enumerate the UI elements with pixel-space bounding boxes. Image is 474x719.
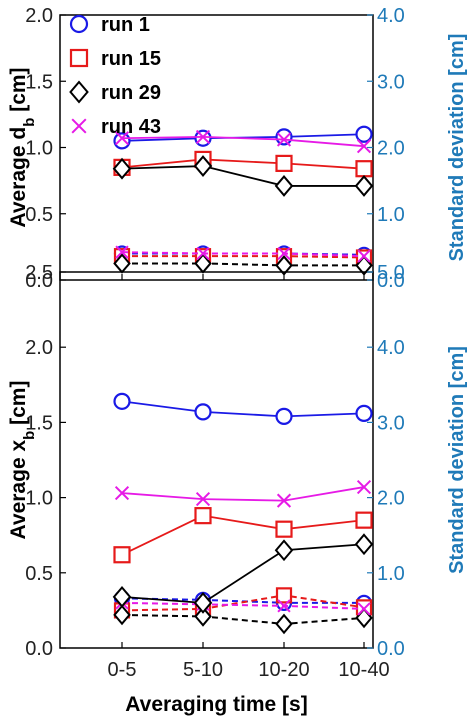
run29-point: [274, 539, 294, 562]
right-tick-label: 1.0: [377, 563, 405, 585]
run1-point: [113, 132, 131, 150]
right-tick-label: 3.0: [377, 412, 405, 434]
bottom-panel: 0.00.51.01.52.02.50.01.02.03.04.05.00-5 5…: [7, 262, 468, 716]
right-tick-label: 0.0: [377, 638, 405, 660]
right-tick-label: 2.0: [377, 488, 405, 510]
run29-std-point: [113, 604, 131, 626]
left-tick-label: 0.0: [25, 270, 53, 292]
left-tick-label: 1.0: [25, 488, 53, 510]
run1-point: [275, 407, 293, 425]
run29-point: [193, 591, 213, 614]
run29-std-point: [275, 255, 293, 276]
run29-point: [354, 533, 374, 556]
run29-point: [354, 175, 374, 197]
right-tick-label: 4.0: [377, 5, 405, 27]
run43-legend-marker: [71, 118, 87, 134]
run43-std-point: [115, 245, 129, 259]
run29-std-line: [122, 262, 364, 267]
run43-point: [356, 479, 372, 495]
top-panel: 0.0 0.5 1.0 1.5 2.0 0.0 1.0 2.0 3.0 4.0 Average db…: [7, 5, 468, 292]
y2-axis-label: Standard deviation [cm]: [446, 346, 468, 574]
left-tick-label: 0.5: [25, 204, 53, 226]
run1-point: [355, 404, 373, 422]
run15-point: [355, 160, 373, 178]
run29-std-point: [194, 606, 212, 627]
run1-legend-label: run 1: [101, 14, 150, 36]
run43-point: [114, 486, 130, 501]
run29-legend-marker: [69, 80, 89, 104]
x-tick-label: 10-20: [258, 659, 309, 681]
run43-point: [114, 131, 130, 146]
run15-line: [121, 514, 365, 556]
run29-legend-label: run 29: [101, 82, 161, 104]
run15-std-line: [122, 255, 365, 259]
run15-legend-label: run 15: [101, 48, 161, 70]
run1-point: [194, 403, 212, 421]
left-tick-label: 2.0: [25, 337, 53, 359]
y-axis-label: Average xb [cm]: [7, 381, 38, 540]
run29-line: [121, 165, 364, 187]
run15-point: [275, 154, 293, 172]
right-tick-label: 2.0: [377, 138, 405, 160]
left-tick-label: 2.5: [25, 262, 53, 284]
run1-point: [275, 128, 293, 146]
run15-point: [194, 507, 212, 525]
run43-legend-label: run 43: [101, 116, 161, 138]
run15-point: [355, 511, 373, 529]
run15-point: [275, 520, 293, 538]
run1-legend-marker: [69, 14, 89, 34]
y2-axis-label: Standard deviation [cm]: [446, 34, 468, 262]
right-tick-label: 0.0: [377, 270, 405, 292]
run43-point: [276, 493, 292, 508]
x-tick-label: 10-40: [338, 659, 389, 681]
run15-point: [113, 546, 131, 564]
right-tick-label: 3.0: [377, 71, 405, 93]
run43-line: [121, 135, 365, 148]
run29-std-point: [275, 613, 293, 635]
run43-std-point: [357, 602, 371, 616]
run29-point: [274, 175, 294, 197]
run1-line: [121, 400, 365, 418]
run29-point: [112, 585, 132, 608]
run43-std-point: [196, 246, 210, 261]
run43-point: [356, 139, 372, 154]
right-tick-label: 1.0: [377, 204, 405, 226]
run15-line: [121, 158, 365, 170]
run43-std-point: [277, 599, 291, 613]
left-tick-label: 1.5: [25, 71, 53, 93]
run29-point: [193, 155, 213, 177]
run43-point: [195, 129, 211, 144]
run43-point: [276, 132, 292, 147]
left-tick-label: 0.5: [25, 563, 53, 585]
run29-line: [121, 543, 365, 604]
run1-point: [355, 125, 373, 143]
run15-std-line: [121, 594, 365, 612]
run43-line: [121, 486, 365, 502]
bottom-panel-frame: [59, 271, 374, 649]
x-tick-label: 5-10: [183, 659, 223, 681]
y-axis-label: Average db [cm]: [7, 67, 38, 227]
run29-std-line: [121, 613, 365, 625]
x-axis-label: Averaging time [s]: [125, 693, 307, 716]
right-tick-label: 4.0: [377, 337, 405, 359]
run1-point: [113, 392, 131, 410]
left-tick-label: 2.0: [25, 5, 53, 27]
left-tick-label: 1.5: [25, 412, 53, 434]
left-tick-label: 1.0: [25, 138, 53, 160]
right-tick-label: 5.0: [377, 262, 405, 284]
x-tick-label: 0-5: [108, 659, 137, 681]
run29-point: [112, 157, 132, 180]
run43-point: [195, 492, 211, 507]
run15-legend-marker: [69, 48, 89, 68]
run43-std-point: [277, 246, 291, 261]
run43-std-line: [121, 601, 365, 610]
left-tick-label: 0.0: [25, 638, 53, 660]
run43-std-line: [121, 251, 365, 258]
run43-std-point: [357, 249, 371, 263]
run15-std-point: [275, 587, 293, 604]
legend: run 1 run 15 run 29 run 43: [69, 14, 161, 138]
